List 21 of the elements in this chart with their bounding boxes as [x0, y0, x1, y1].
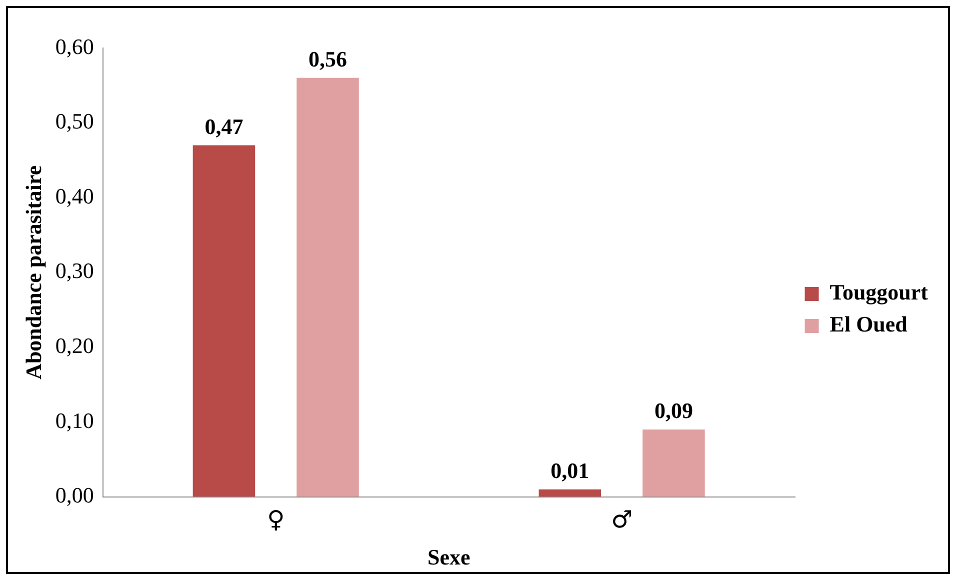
bar — [538, 489, 602, 497]
bar — [642, 429, 705, 497]
data-label: 0,01 — [550, 458, 590, 484]
data-label: 0,56 — [308, 46, 348, 72]
data-label: 0,09 — [654, 398, 693, 424]
x-tick-label: ♀ — [267, 505, 285, 534]
y-tick-label: 0,20 — [55, 332, 94, 358]
y-tick-label: 0,00 — [55, 482, 94, 508]
y-tick-label: 0,30 — [55, 258, 94, 284]
x-axis-title: Sexe — [427, 544, 470, 570]
y-tick-label: 0,40 — [55, 183, 94, 208]
x-tick-label: ♂ — [611, 505, 633, 534]
data-label: 0,47 — [204, 114, 244, 139]
bar — [192, 145, 256, 497]
legend-label: El Oued — [830, 312, 908, 337]
y-tick-label: 0,50 — [55, 108, 94, 134]
legend-label: Touggourt — [830, 280, 929, 305]
y-tick-label: 0,60 — [55, 34, 94, 59]
y-tick-label: 0,10 — [55, 408, 94, 433]
y-axis-title: Abondance parasitaire — [20, 165, 46, 380]
bar — [296, 78, 359, 497]
